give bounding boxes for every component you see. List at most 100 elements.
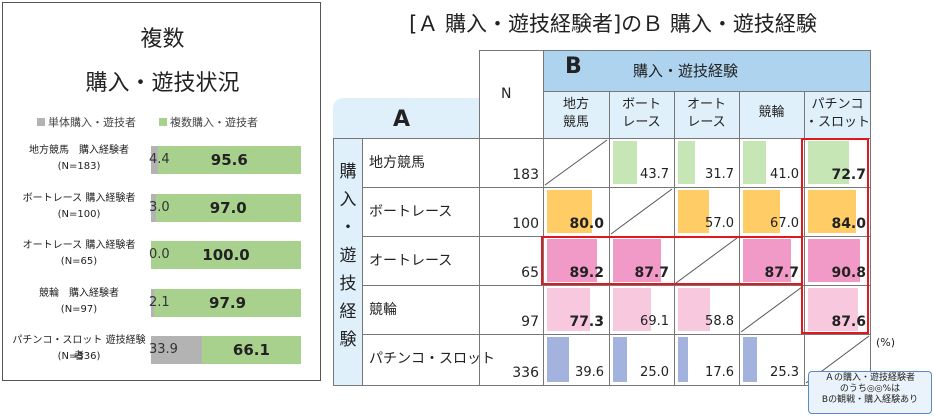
b-header-band [543, 50, 871, 91]
column-header-line: パチンコ [811, 97, 864, 112]
matrix-value: 90.8 [831, 265, 866, 281]
matrix-bar [547, 239, 597, 282]
matrix-value: 67.0 [770, 216, 799, 231]
legend-single: 単体購入・遊技者 [37, 114, 136, 130]
bar-single-value: 0.0 [149, 247, 170, 262]
a-vertical-char: 入 [339, 190, 357, 210]
n-header: N [501, 86, 512, 102]
bar-multi [154, 288, 301, 317]
bar-single [151, 288, 155, 317]
matrix-bar [613, 141, 638, 184]
matrix-bar [808, 141, 850, 184]
bar-multi [151, 241, 301, 269]
bar-multi-value: 97.9 [209, 293, 247, 312]
row-label: パチンコ・スロット [369, 351, 495, 367]
bar-category-label: 競輪 購入経験者 [39, 287, 119, 299]
matrix-bar [678, 288, 711, 331]
matrix-value: 31.7 [705, 167, 734, 182]
b-column-header-band [543, 91, 871, 138]
matrix-bar [678, 141, 696, 184]
cross-matrix: B 購入・遊技経験 A N 購入・遊技経験 地方 競馬 ボート レース オート レース 競輪… [333, 50, 871, 386]
grid-line-v [333, 138, 334, 385]
matrix-value: 17.6 [705, 365, 734, 380]
matrix-bar [613, 239, 662, 282]
a-vertical-char: 購 [339, 162, 357, 182]
matrix-bar [743, 190, 780, 233]
row-n: 100 [512, 216, 539, 232]
grid-line-v [609, 91, 610, 385]
matrix-bar [743, 141, 766, 184]
row-label: オートレース [369, 253, 453, 269]
matrix-value: 43.7 [640, 167, 669, 182]
diagonal-empty-cell [740, 286, 803, 333]
grid-line-v [543, 50, 544, 385]
a-vertical-char: 遊 [339, 246, 357, 266]
a-header-letter: A [393, 107, 411, 132]
matrix-value: 84.0 [831, 216, 866, 232]
bar-category-label: オートレース 購入経験者 [22, 240, 136, 251]
matrix-value: 72.7 [831, 167, 866, 183]
legend-multi-swatch [159, 118, 167, 126]
matrix-value: 58.8 [705, 314, 734, 329]
left-title-line2: 購入・遊技状況 [85, 71, 240, 96]
column-header-line: ボート [621, 97, 661, 112]
grid-line-h [333, 385, 871, 386]
note-line-3: Bの観戦・購入経験あり [821, 395, 919, 405]
matrix-value: 41.0 [770, 167, 799, 182]
bar-single-value: 33.9 [149, 342, 178, 357]
bar-single [151, 336, 202, 364]
column-header-line: ・スロット [804, 115, 870, 130]
column-header: ボート レース [609, 96, 674, 132]
bar-single-value: 3.0 [149, 199, 170, 215]
bar-category-label: ボートレース 購入経験者 [22, 192, 136, 204]
matrix-value: 80.0 [569, 216, 604, 232]
diagonal-empty-cell [675, 237, 738, 284]
grid-line-h [362, 334, 871, 335]
matrix-bar [547, 337, 570, 382]
row-n: 65 [521, 265, 539, 281]
highlight-auto-race-row [541, 236, 803, 285]
column-header-line: オート [686, 97, 726, 112]
matrix-bar [743, 337, 757, 382]
grid-line-h [479, 50, 871, 51]
matrix-bar [808, 190, 856, 233]
row-n: 336 [512, 365, 539, 381]
bar-category-label: 地方競馬 購入経験者 [29, 145, 129, 156]
unit-label: (%) [876, 336, 896, 349]
legend-multi: 複数購入・遊技者 [159, 114, 258, 130]
matrix-bar [613, 337, 627, 382]
column-header-line: レース [687, 115, 726, 130]
diagonal-empty-cell [610, 188, 673, 235]
grid-line-v [362, 138, 363, 385]
bar-multi-value: 100.0 [202, 246, 250, 264]
grid-line-v [479, 50, 480, 385]
matrix-bar [678, 337, 688, 382]
bar-multi [155, 193, 301, 222]
stacked-bar-panel: 複数 購入・遊技状況 単体購入・遊技者 複数購入・遊技者 地方競馬 購入経験者 (… [2, 2, 321, 381]
column-header-line: 競馬 [562, 115, 589, 130]
matrix-value: 39.6 [575, 365, 604, 380]
grid-line-h [543, 91, 871, 92]
grid-line-v [739, 91, 740, 385]
matrix-value: 69.1 [640, 314, 669, 329]
note-line-1: Ａの購入・遊技経験者 [824, 373, 915, 383]
bar-single [151, 193, 156, 222]
legend-single-swatch [37, 118, 45, 126]
column-header-line: 地方 [562, 97, 589, 112]
matrix-bar [613, 288, 651, 331]
matrix-value: 25.3 [770, 365, 799, 380]
legend-single-label: 単体購入・遊技者 [48, 116, 136, 129]
bar-category-n: (N=97) [60, 303, 98, 315]
matrix-value: 87.6 [831, 314, 866, 330]
grid-line-v [674, 91, 675, 385]
left-title-line1: 複数 [140, 27, 185, 52]
matrix-value: 57.0 [705, 216, 734, 231]
bar-multi [157, 146, 301, 174]
a-vertical-char: 験 [339, 330, 357, 350]
grid-line-h [362, 187, 871, 188]
b-header-label: 購入・遊技経験 [633, 62, 739, 80]
bar-category-n: (N=183) [57, 161, 101, 172]
column-header: オート レース [674, 96, 739, 132]
row-n: 97 [521, 314, 539, 330]
matrix-title: [Ａ 購入・遊技経験者]のＢ 購入・遊技経験 [409, 12, 817, 36]
